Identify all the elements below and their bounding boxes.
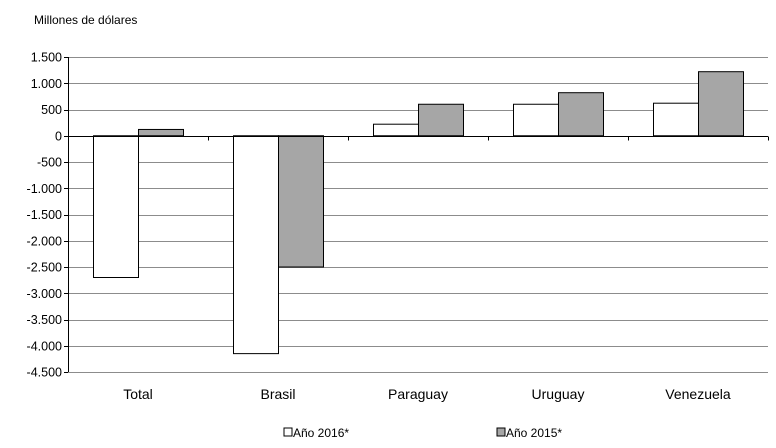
legend: Año 2016* Año 2015* (283, 426, 562, 440)
y-tick-label: -4.000 (27, 339, 62, 353)
bar (278, 135, 324, 268)
legend-label-ano-2016: Año 2016* (293, 426, 349, 440)
y-tick-label: -3.500 (27, 313, 62, 327)
unit-label: Millones de dólares (34, 13, 137, 27)
y-tick-label: 500 (41, 103, 62, 117)
y-tick-label: -1.000 (27, 182, 62, 196)
y-tick-label: -500 (37, 156, 62, 170)
bar (373, 123, 419, 137)
axes (64, 57, 769, 373)
grid-lines (68, 57, 768, 373)
y-tick-label: -3.000 (27, 287, 62, 301)
y-tick-label: 1.000 (31, 77, 62, 91)
bar (653, 102, 699, 137)
bar (418, 103, 464, 137)
y-tick-label: -1.500 (27, 208, 62, 222)
y-tick-label: -2.500 (27, 261, 62, 275)
bar (93, 135, 139, 278)
y-tick-label: -2.000 (27, 234, 62, 248)
x-tick-label: Uruguay (532, 386, 585, 402)
legend-swatch-ano-2015 (496, 427, 506, 437)
y-tick-label: 1.500 (31, 51, 62, 65)
x-tick-label: Total (123, 386, 153, 402)
x-tick-label: Venezuela (665, 386, 731, 402)
x-tick-label: Paraguay (388, 386, 448, 402)
bar (698, 71, 744, 137)
bar (233, 135, 279, 355)
y-axis-tick-labels: 1.500 1.000 500 0 -500 -1.000 -1.500 -2.000 -2.5… (27, 51, 63, 380)
bar (558, 92, 604, 137)
bar (513, 103, 559, 137)
bar (138, 128, 184, 137)
legend-swatch-ano-2016 (283, 427, 293, 437)
x-tick-label: Brasil (260, 386, 295, 402)
y-tick-label: -4.500 (27, 366, 62, 380)
x-axis-tick-labels: Total Brasil Paraguay Uruguay Venezuela (123, 386, 731, 402)
legend-label-ano-2015: Año 2015* (506, 426, 562, 440)
bars (93, 71, 744, 355)
y-tick-label: 0 (55, 129, 62, 143)
